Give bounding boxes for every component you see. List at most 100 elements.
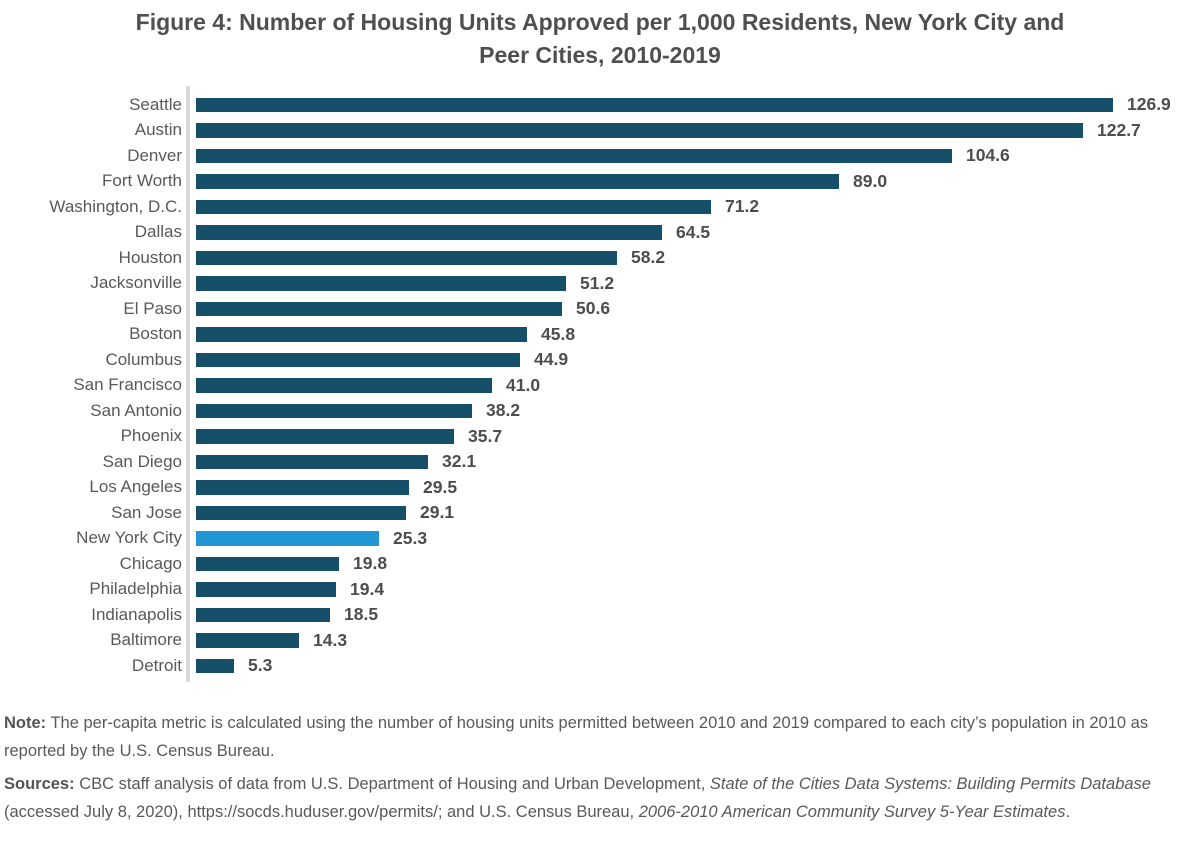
category-label: Los Angeles: [89, 477, 182, 497]
chart-row: Washington, D.C. 71.2: [0, 194, 1200, 220]
category-label: Austin: [134, 120, 182, 140]
bar-highlighted: [196, 531, 379, 546]
bar: [196, 352, 520, 367]
bar: [196, 658, 234, 673]
sources-label: Sources:: [4, 775, 75, 793]
chart-row: San Antonio 38.2: [0, 398, 1200, 424]
bar: [196, 480, 409, 495]
category-label: Washington, D.C.: [49, 196, 182, 216]
value-label: 122.7: [1097, 119, 1141, 140]
chart-row: New York City 25.3: [0, 526, 1200, 552]
chart-row: Houston 58.2: [0, 245, 1200, 271]
value-label: 45.8: [541, 323, 576, 344]
bar: [196, 250, 617, 265]
chart-row: Boston 45.8: [0, 322, 1200, 348]
value-label: 29.1: [420, 502, 455, 523]
category-label: El Paso: [123, 298, 182, 318]
chart-row: Jacksonville 51.2: [0, 271, 1200, 297]
value-label: 41.0: [506, 374, 541, 395]
category-label: Jacksonville: [90, 273, 182, 293]
category-label: Columbus: [105, 349, 182, 369]
bar: [196, 454, 428, 469]
bar: [196, 301, 562, 316]
category-label: Seattle: [129, 94, 182, 114]
figure-title-line-1: Figure 4: Number of Housing Units Approv…: [135, 9, 1065, 35]
category-label: San Antonio: [90, 400, 182, 420]
figure-title: Figure 4: Number of Housing Units Approv…: [0, 6, 1200, 72]
bar: [196, 199, 711, 214]
value-label: 71.2: [725, 196, 760, 217]
note-label: Note:: [4, 714, 47, 732]
category-label: Houston: [118, 247, 182, 267]
chart-row: Fort Worth 89.0: [0, 169, 1200, 195]
category-label: San Jose: [111, 502, 182, 522]
chart-row: Chicago 19.8: [0, 551, 1200, 577]
category-label: Fort Worth: [102, 171, 182, 191]
category-label: San Francisco: [73, 375, 182, 395]
bar: [196, 633, 299, 648]
category-label: Chicago: [119, 553, 182, 573]
sources-text-2: (accessed July 8, 2020),: [4, 802, 188, 821]
sources-italic-1: State of the Cities Data Systems: Buildi…: [709, 775, 1151, 793]
value-label: 38.2: [486, 400, 521, 421]
chart-row: El Paso 50.6: [0, 296, 1200, 322]
sources-italic-2: 2006-2010 American Community Survey 5-Ye…: [638, 802, 1066, 821]
value-label: 64.5: [676, 221, 711, 242]
category-label: Detroit: [131, 655, 182, 675]
value-label: 104.6: [966, 145, 1010, 166]
note-text: The per-capita metric is calculated usin…: [4, 714, 1149, 760]
value-label: 19.8: [353, 553, 388, 574]
note-paragraph: Note: The per-capita metric is calculate…: [4, 710, 1197, 765]
value-label: 51.2: [580, 272, 615, 293]
bar: [196, 327, 527, 342]
value-label: 126.9: [1127, 94, 1171, 115]
chart-row: San Jose 29.1: [0, 500, 1200, 526]
value-label: 58.2: [631, 247, 666, 268]
category-label: Dallas: [134, 222, 182, 242]
category-label: Boston: [129, 324, 182, 344]
chart-row: Indianapolis 18.5: [0, 602, 1200, 628]
value-label: 50.6: [576, 298, 611, 319]
value-label: 44.9: [534, 349, 569, 370]
category-label: Indianapolis: [91, 604, 182, 624]
value-label: 35.7: [468, 425, 503, 446]
bar: [196, 429, 454, 444]
category-label: New York City: [76, 528, 182, 548]
sources-paragraph: Sources: CBC staff analysis of data from…: [4, 771, 1197, 826]
bar: [196, 174, 839, 189]
value-label: 14.3: [313, 629, 348, 650]
chart-row: Baltimore 14.3: [0, 628, 1200, 654]
bar: [196, 123, 1083, 138]
bar: [196, 378, 492, 393]
category-label: Baltimore: [110, 630, 182, 650]
chart-row: Columbus 44.9: [0, 347, 1200, 373]
chart-row: Austin 122.7: [0, 118, 1200, 144]
bar-chart: Seattle 126.9 Austin 122.7 Denver 104.6 Fort W…: [0, 86, 1200, 682]
chart-row: Denver 104.6: [0, 143, 1200, 169]
source-url: https://socds.huduser.gov/permits/: [187, 802, 438, 821]
value-label: 25.3: [393, 527, 428, 548]
chart-row: Phoenix 35.7: [0, 424, 1200, 450]
category-label: Philadelphia: [89, 579, 182, 599]
sources-text-3: ; and U.S. Census Bureau,: [437, 802, 639, 821]
bar: [196, 276, 566, 291]
value-label: 89.0: [853, 170, 888, 191]
chart-row: Dallas 64.5: [0, 220, 1200, 246]
footnotes: Note: The per-capita metric is calculate…: [4, 710, 1197, 826]
sources-text-4: .: [1065, 802, 1071, 821]
chart-row: Seattle 126.9: [0, 92, 1200, 118]
bar: [196, 556, 339, 571]
figure-title-line-2: Peer Cities, 2010-2019: [479, 42, 721, 68]
category-label: Phoenix: [120, 426, 182, 446]
y-axis-line: [186, 86, 190, 682]
chart-row: Philadelphia 19.4: [0, 577, 1200, 603]
value-label: 18.5: [344, 604, 379, 625]
bar-chart-rows: Seattle 126.9 Austin 122.7 Denver 104.6 Fort W…: [0, 92, 1200, 679]
bar: [196, 403, 472, 418]
value-label: 29.5: [423, 476, 458, 497]
category-label: San Diego: [102, 451, 182, 471]
bar: [196, 225, 662, 240]
bar: [196, 505, 406, 520]
sources-text-1: CBC staff analysis of data from U.S. Dep…: [74, 775, 710, 793]
value-label: 19.4: [350, 578, 385, 599]
